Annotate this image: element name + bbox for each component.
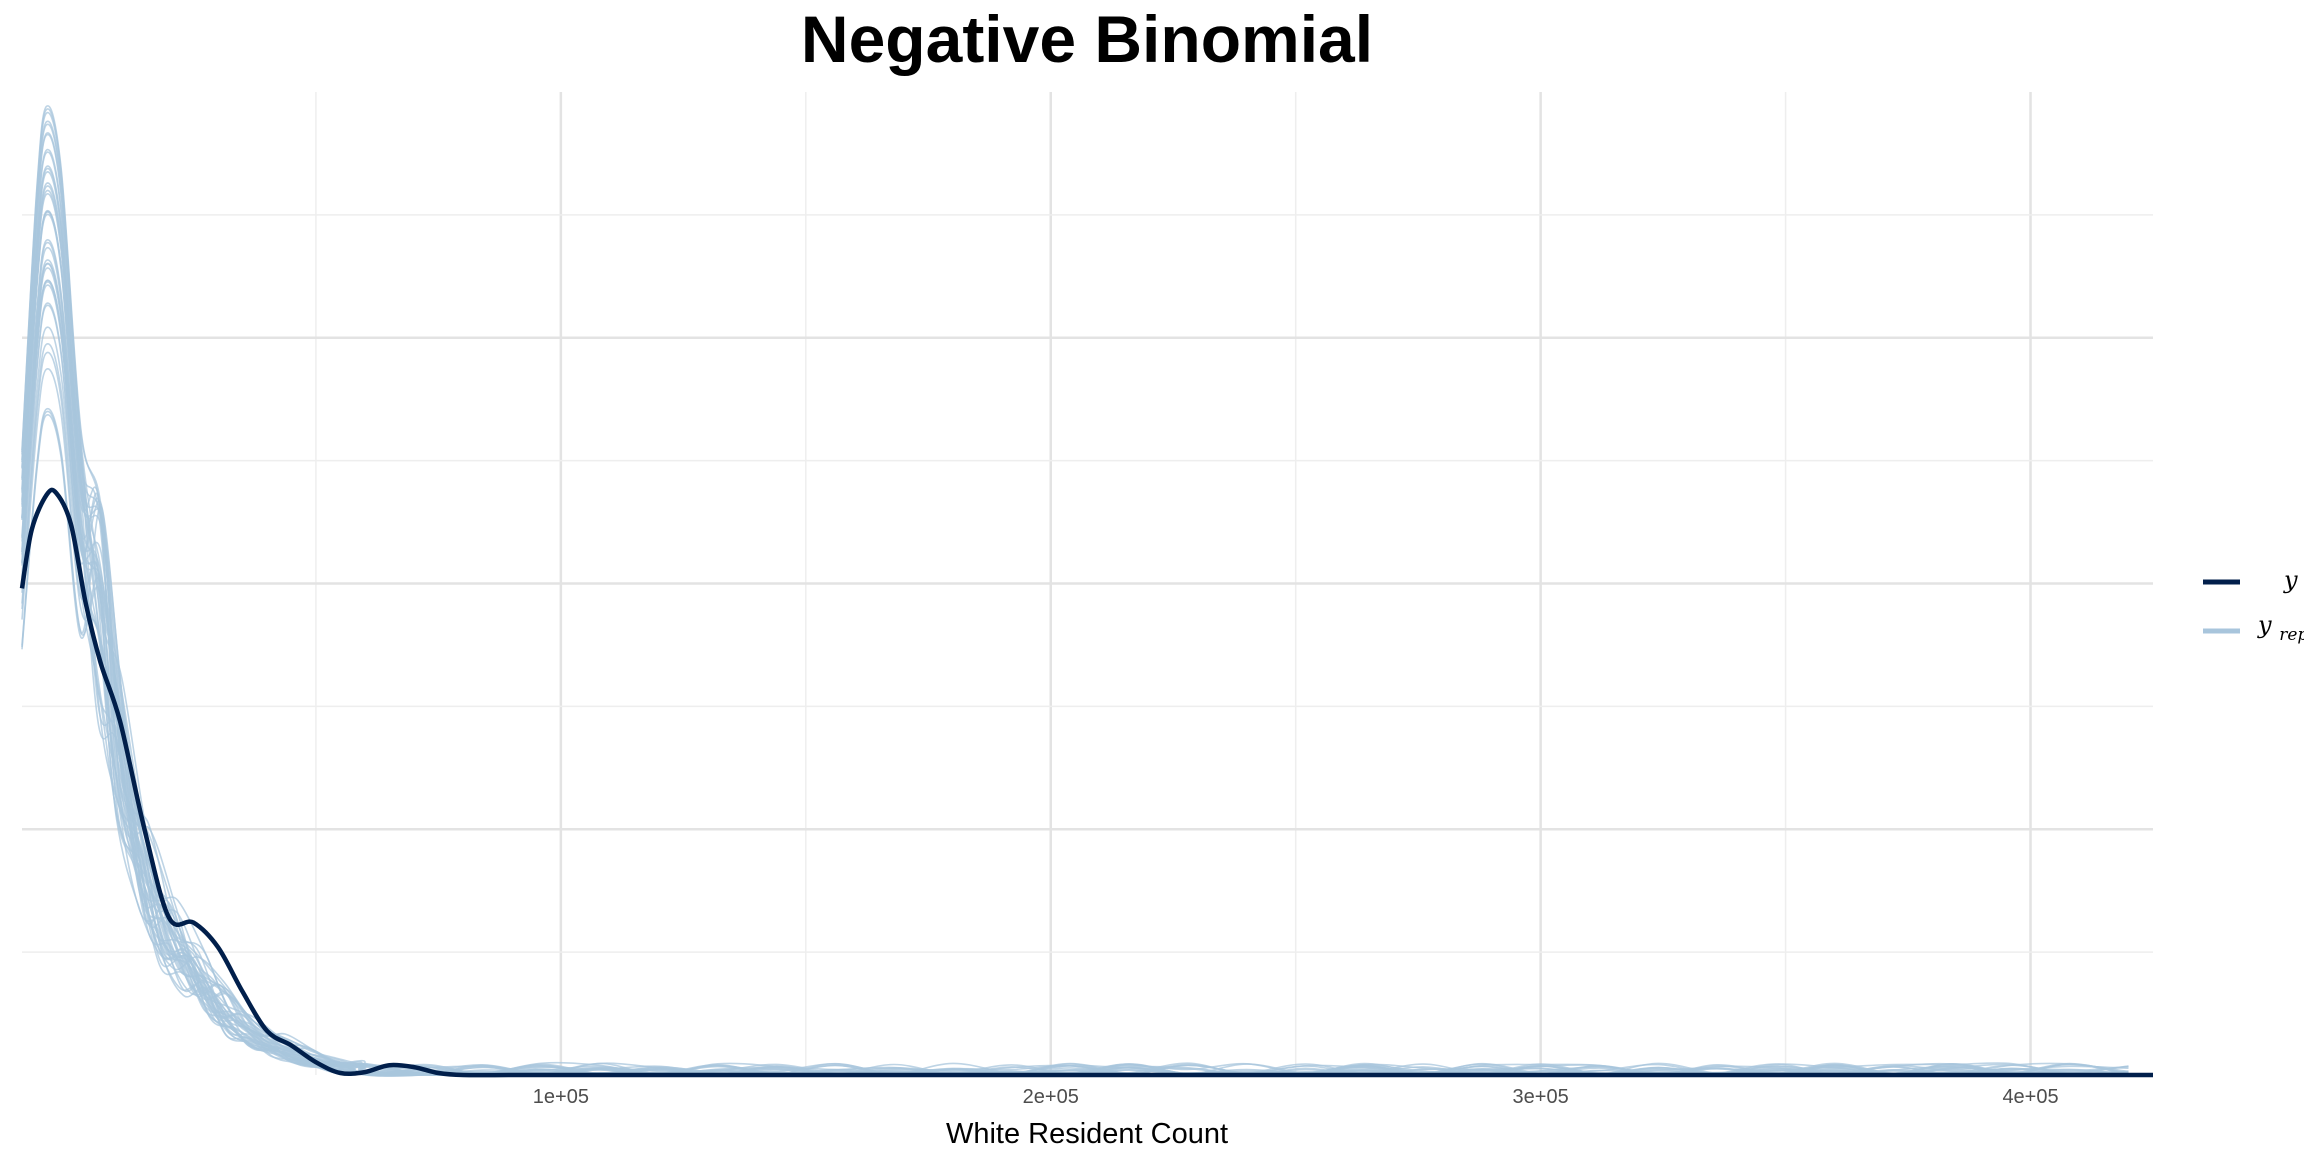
replicated-density-lines — [21, 105, 2129, 1077]
yrep-line-12 — [21, 213, 2129, 1077]
yrep-line-9 — [21, 108, 2129, 1077]
yrep-line-8 — [21, 407, 2129, 1077]
legend-label-yrep-subscript: rep — [2279, 625, 2304, 645]
yrep-line-18 — [21, 192, 2129, 1076]
yrep-line-21 — [21, 326, 2129, 1077]
yrep-line-36 — [21, 148, 2129, 1077]
yrep-line-0 — [21, 263, 2129, 1077]
yrep-line-1 — [21, 304, 2129, 1077]
x-tick-label-3: 4e+05 — [2002, 1086, 2058, 1108]
yrep-line-38 — [21, 267, 2129, 1077]
plot-grid — [22, 92, 2153, 1075]
yrep-line-7 — [21, 414, 2129, 1077]
yrep-line-13 — [21, 111, 2129, 1077]
yrep-line-15 — [21, 302, 2129, 1076]
yrep-line-4 — [21, 281, 2129, 1077]
yrep-line-24 — [21, 209, 2129, 1076]
yrep-line-39 — [21, 105, 2129, 1077]
yrep-line-31 — [21, 259, 2129, 1077]
yrep-line-22 — [21, 182, 2129, 1077]
yrep-line-10 — [21, 210, 2129, 1077]
yrep-line-3 — [21, 262, 2129, 1077]
yrep-line-29 — [21, 185, 2129, 1077]
yrep-line-17 — [21, 189, 2129, 1076]
yrep-line-35 — [21, 239, 2129, 1077]
chart-title: Negative Binomial — [801, 2, 1373, 76]
yrep-line-25 — [21, 241, 2129, 1077]
legend-label-yrep: y rep — [2257, 611, 2304, 645]
yrep-line-27 — [21, 284, 2129, 1077]
yrep-line-20 — [21, 342, 2129, 1076]
x-axis-label: White Resident Count — [946, 1118, 1228, 1150]
yrep-line-16 — [21, 246, 2129, 1077]
yrep-line-19 — [21, 123, 2129, 1077]
yrep-line-32 — [21, 151, 2129, 1077]
yrep-line-28 — [21, 120, 2129, 1077]
yrep-line-26 — [21, 211, 2129, 1077]
yrep-line-5 — [21, 171, 2129, 1077]
yrep-line-2 — [21, 133, 2129, 1077]
observed-y-line — [19, 487, 2153, 1078]
legend: y y rep — [2203, 566, 2304, 645]
x-tick-label-0: 1e+05 — [533, 1086, 589, 1108]
yrep-line-6 — [21, 167, 2129, 1077]
observed-density-line-group — [19, 487, 2153, 1078]
yrep-line-34 — [21, 165, 2129, 1076]
x-tick-label-2: 3e+05 — [1513, 1086, 1569, 1108]
legend-label-yrep-base: y — [2257, 611, 2272, 639]
yrep-line-30 — [21, 368, 2129, 1076]
x-axis: 1e+05 2e+05 3e+05 4e+05 — [533, 1086, 2059, 1108]
yrep-line-23 — [21, 410, 2129, 1077]
yrep-line-14 — [21, 132, 2129, 1077]
legend-label-y: y — [2283, 566, 2298, 594]
x-tick-label-1: 2e+05 — [1023, 1086, 1079, 1108]
yrep-line-33 — [21, 279, 2129, 1077]
yrep-line-37 — [21, 279, 2129, 1076]
